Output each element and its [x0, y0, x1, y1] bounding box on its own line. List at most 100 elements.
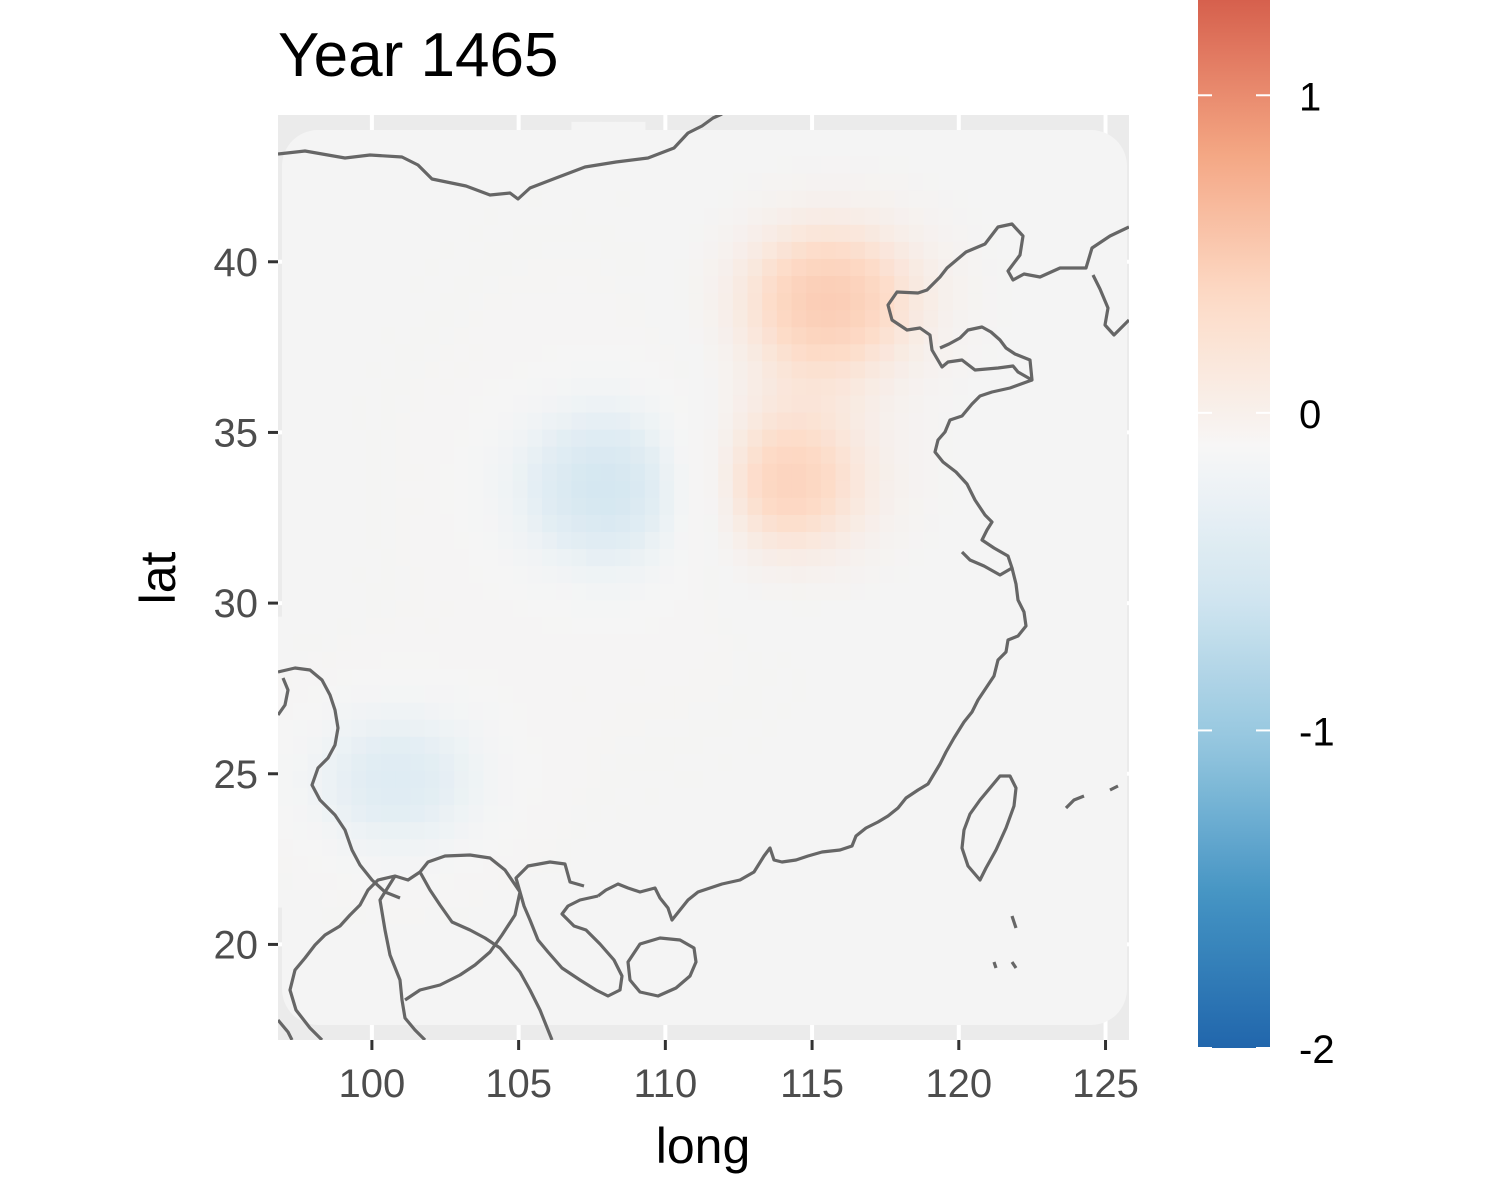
field-cell	[483, 463, 499, 481]
field-cell	[835, 190, 851, 208]
field-cell	[395, 309, 411, 328]
field-cell	[410, 309, 426, 328]
field-cell	[439, 377, 455, 396]
field-cell	[791, 531, 807, 550]
field-cell	[498, 497, 514, 515]
field-cell	[439, 923, 455, 942]
field-cell	[351, 394, 367, 413]
y-tick-label: 25	[214, 753, 259, 797]
field-cell	[336, 411, 352, 430]
field-cell	[380, 616, 396, 635]
field-cell	[894, 224, 910, 242]
field-cell	[410, 360, 426, 379]
field-cell	[483, 838, 499, 857]
field-cell	[615, 121, 631, 140]
field-cell	[468, 736, 485, 754]
field-cell	[542, 531, 558, 550]
field-cell	[630, 207, 646, 225]
field-cell	[747, 190, 763, 208]
mongolia-border	[278, 115, 723, 201]
field-cell	[630, 582, 646, 601]
field-cell	[512, 821, 529, 840]
field-cell	[644, 616, 661, 635]
field-cell	[674, 582, 690, 601]
field-cell	[806, 173, 822, 191]
field-cell	[732, 616, 749, 635]
field-cell	[527, 787, 543, 806]
field-cell	[732, 770, 749, 789]
field-cell	[410, 616, 426, 635]
field-cell	[644, 292, 661, 311]
field-cell	[600, 241, 617, 259]
field-cell	[322, 633, 338, 652]
field-cell	[820, 275, 837, 294]
field-cell	[732, 224, 749, 242]
field-cell	[351, 599, 367, 618]
field-cell	[674, 719, 690, 737]
field-cell	[542, 667, 558, 686]
field-cell	[996, 275, 1013, 294]
field-cell	[762, 650, 778, 669]
field-cell	[395, 736, 411, 754]
field-cell	[820, 343, 837, 362]
field-cell	[659, 394, 675, 413]
field-cell	[850, 394, 866, 413]
field-cell	[336, 446, 352, 464]
field-cell	[571, 548, 587, 567]
field-cell	[542, 582, 558, 601]
field-cell	[483, 736, 499, 754]
field-cell	[776, 650, 793, 669]
field-cell	[879, 360, 895, 379]
field-cell	[762, 463, 778, 481]
field-layer	[278, 121, 1127, 1025]
field-cell	[571, 121, 587, 140]
field-cell	[820, 719, 837, 737]
field-cell	[718, 429, 734, 447]
field-cell	[410, 906, 426, 925]
field-cell	[820, 309, 837, 328]
field-cell	[586, 241, 602, 259]
field-cell	[659, 787, 675, 806]
field-cell	[762, 633, 778, 652]
field-cell	[556, 292, 573, 311]
field-cell	[571, 446, 587, 464]
field-cell	[674, 616, 690, 635]
field-cell	[835, 514, 851, 533]
field-cell	[512, 275, 529, 294]
field-cell	[996, 292, 1013, 311]
field-cell	[806, 207, 822, 225]
field-cell	[600, 719, 617, 737]
field-cell	[952, 394, 969, 413]
field-cell	[644, 190, 661, 208]
field-cell	[498, 889, 514, 908]
field-cell	[586, 650, 602, 669]
field-cell	[806, 667, 822, 686]
field-cell	[498, 685, 514, 703]
field-cell	[322, 787, 338, 806]
field-cell	[395, 565, 411, 584]
field-cell	[938, 241, 954, 259]
field-cell	[278, 633, 294, 652]
field-cell	[483, 548, 499, 567]
field-cell	[820, 480, 837, 498]
field-cell	[468, 633, 485, 652]
field-cell	[483, 753, 499, 771]
field-cell	[512, 343, 529, 362]
field-cell	[791, 650, 807, 669]
field-cell	[806, 326, 822, 345]
field-cell	[380, 804, 396, 823]
field-cell	[556, 633, 573, 652]
field-cell	[688, 582, 705, 601]
field-cell	[424, 906, 440, 925]
field-cell	[586, 138, 602, 157]
y-tick-label: 35	[214, 411, 259, 455]
field-cell	[923, 463, 939, 481]
field-cell	[571, 411, 587, 430]
field-cell	[307, 582, 323, 601]
field-cell	[718, 411, 734, 430]
field-cell	[762, 480, 778, 498]
field-cell	[850, 480, 866, 498]
field-cell	[410, 497, 426, 515]
field-cell	[498, 702, 514, 720]
field-cell	[468, 753, 485, 771]
